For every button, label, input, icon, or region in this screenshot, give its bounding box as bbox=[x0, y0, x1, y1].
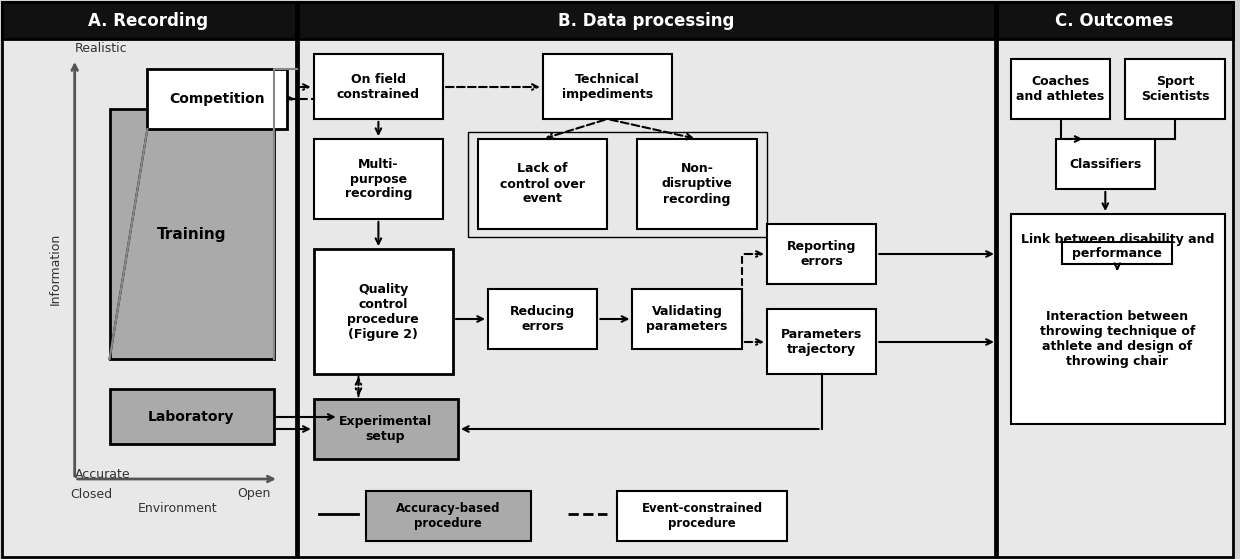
Text: Laboratory: Laboratory bbox=[148, 410, 234, 424]
FancyBboxPatch shape bbox=[2, 2, 296, 39]
Text: Realistic: Realistic bbox=[74, 42, 128, 55]
Text: Closed: Closed bbox=[71, 487, 113, 500]
Text: Coaches
and athletes: Coaches and athletes bbox=[1017, 75, 1105, 103]
Text: C. Outcomes: C. Outcomes bbox=[1055, 12, 1173, 30]
Text: Accurate: Accurate bbox=[74, 467, 130, 481]
Text: Validating
parameters: Validating parameters bbox=[646, 305, 728, 333]
Text: Multi-
purpose
recording: Multi- purpose recording bbox=[345, 158, 412, 201]
FancyBboxPatch shape bbox=[477, 139, 608, 229]
FancyBboxPatch shape bbox=[618, 491, 786, 541]
Text: Classifiers: Classifiers bbox=[1069, 158, 1142, 170]
FancyBboxPatch shape bbox=[109, 389, 274, 444]
FancyBboxPatch shape bbox=[367, 491, 531, 541]
Text: Experimental
setup: Experimental setup bbox=[339, 415, 432, 443]
FancyBboxPatch shape bbox=[2, 2, 296, 557]
FancyBboxPatch shape bbox=[632, 289, 742, 349]
Text: Event-constrained
procedure: Event-constrained procedure bbox=[641, 502, 763, 530]
Text: Technical
impediments: Technical impediments bbox=[562, 73, 653, 101]
Text: B. Data processing: B. Data processing bbox=[558, 12, 734, 30]
Text: On field
constrained: On field constrained bbox=[337, 73, 420, 101]
FancyBboxPatch shape bbox=[997, 2, 1233, 557]
FancyBboxPatch shape bbox=[314, 399, 458, 459]
Text: Open: Open bbox=[237, 487, 270, 500]
FancyBboxPatch shape bbox=[314, 139, 443, 219]
FancyBboxPatch shape bbox=[314, 249, 453, 374]
FancyBboxPatch shape bbox=[109, 109, 274, 359]
Text: Accuracy-based
procedure: Accuracy-based procedure bbox=[396, 502, 501, 530]
FancyBboxPatch shape bbox=[314, 54, 443, 119]
Text: Quality
control
procedure
(Figure 2): Quality control procedure (Figure 2) bbox=[347, 283, 419, 341]
FancyBboxPatch shape bbox=[997, 2, 1233, 39]
Text: Environment: Environment bbox=[138, 503, 217, 515]
Text: Non-
disruptive
recording: Non- disruptive recording bbox=[662, 163, 733, 206]
Text: Reporting
errors: Reporting errors bbox=[787, 240, 856, 268]
FancyBboxPatch shape bbox=[1055, 139, 1156, 189]
Text: Sport
Scientists: Sport Scientists bbox=[1141, 75, 1209, 103]
Text: performance: performance bbox=[1073, 247, 1162, 259]
FancyBboxPatch shape bbox=[298, 2, 994, 39]
Text: Parameters
trajectory: Parameters trajectory bbox=[781, 328, 862, 356]
Text: Interaction between
throwing technique of
athlete and design of
throwing chair: Interaction between throwing technique o… bbox=[1039, 310, 1195, 368]
FancyBboxPatch shape bbox=[298, 2, 994, 557]
FancyBboxPatch shape bbox=[637, 139, 756, 229]
Text: Information: Information bbox=[48, 233, 61, 305]
FancyBboxPatch shape bbox=[487, 289, 598, 349]
FancyBboxPatch shape bbox=[766, 224, 877, 284]
Text: Competition: Competition bbox=[170, 92, 265, 106]
Text: Training: Training bbox=[156, 226, 226, 241]
Text: A. Recording: A. Recording bbox=[88, 12, 208, 30]
FancyBboxPatch shape bbox=[148, 69, 286, 129]
Text: Lack of
control over
event: Lack of control over event bbox=[500, 163, 585, 206]
FancyBboxPatch shape bbox=[1011, 214, 1225, 424]
FancyBboxPatch shape bbox=[1063, 242, 1172, 264]
FancyBboxPatch shape bbox=[1125, 59, 1225, 119]
Text: Reducing
errors: Reducing errors bbox=[510, 305, 575, 333]
FancyBboxPatch shape bbox=[1011, 59, 1110, 119]
Text: Link between disability and: Link between disability and bbox=[1021, 233, 1214, 245]
FancyBboxPatch shape bbox=[766, 309, 877, 374]
FancyBboxPatch shape bbox=[543, 54, 672, 119]
